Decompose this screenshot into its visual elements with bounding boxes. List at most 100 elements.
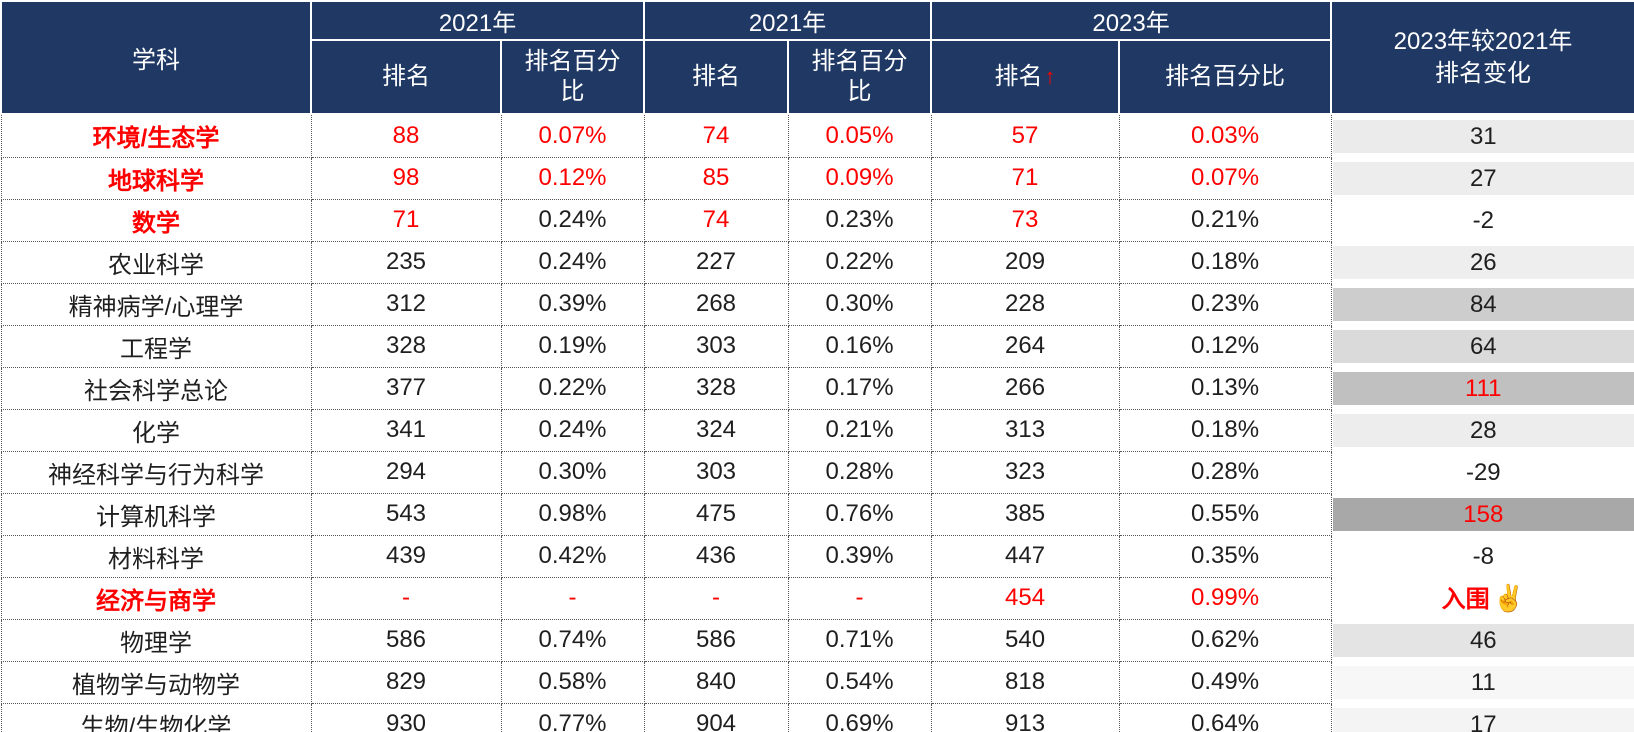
rank-cell: 85	[644, 157, 789, 200]
table-body: 环境/生态学 88 0.07% 74 0.05% 57 0.03% 31 地球科学 98 0.12%…	[0, 114, 1634, 732]
rank-cell: 323	[931, 451, 1120, 494]
rank-cell: 209	[931, 241, 1120, 284]
change-cell: 31	[1331, 114, 1634, 157]
table-row: 环境/生态学 88 0.07% 74 0.05% 57 0.03% 31	[0, 114, 1634, 158]
table-row: 农业科学 235 0.24% 227 0.22% 209 0.18% 26	[0, 241, 1634, 284]
table-row: 神经科学与行为科学 294 0.30% 303 0.28% 323 0.28% -29	[0, 451, 1634, 494]
rank-cell: 385	[931, 493, 1120, 536]
rank-cell: 71	[931, 157, 1120, 200]
percent-cell: 0.23%	[788, 199, 932, 242]
percent-cell: 0.24%	[501, 241, 645, 284]
change-cell: 64	[1331, 325, 1634, 367]
change-cell: 26	[1331, 241, 1634, 283]
change-cell: -29	[1331, 451, 1634, 493]
rank-cell: 303	[644, 451, 789, 494]
percent-cell: 0.07%	[501, 114, 645, 158]
rank-cell: 303	[644, 325, 789, 368]
change-cell: 28	[1331, 409, 1634, 451]
change-cell: 入围 ✌️	[1331, 577, 1634, 619]
subject-cell: 计算机科学	[0, 493, 312, 536]
rank-cell: -	[311, 577, 502, 620]
rank-cell: 227	[644, 241, 789, 284]
rank-header-2021b: 排名	[643, 39, 790, 115]
rank-cell: 73	[931, 199, 1120, 242]
percent-cell: 0.30%	[501, 451, 645, 494]
percent-cell: 0.99%	[1119, 577, 1332, 620]
percent-cell: 0.42%	[501, 535, 645, 578]
rank-cell: 586	[311, 619, 502, 662]
percent-cell: 0.17%	[788, 367, 932, 410]
percent-cell: 0.19%	[501, 325, 645, 368]
rank-cell: 228	[931, 283, 1120, 326]
rank-cell: 324	[644, 409, 789, 452]
percent-cell: 0.12%	[1119, 325, 1332, 368]
rank-cell: 447	[931, 535, 1120, 578]
percent-cell: -	[501, 577, 645, 620]
change-cell: -2	[1331, 199, 1634, 241]
rank-cell: 586	[644, 619, 789, 662]
percent-cell: 0.35%	[1119, 535, 1332, 578]
percent-cell: 0.07%	[1119, 157, 1332, 200]
subject-cell: 物理学	[0, 619, 312, 662]
table-row: 工程学 328 0.19% 303 0.16% 264 0.12% 64	[0, 325, 1634, 368]
rank-cell: 71	[311, 199, 502, 242]
rank-cell: 540	[931, 619, 1120, 662]
table-header: 学科 2021年 2021年 2023年 2023年较2021年 排名变化 排名…	[0, 0, 1634, 115]
rank-cell: 436	[644, 535, 789, 578]
change-cell: 27	[1331, 157, 1634, 199]
percent-cell: 0.74%	[501, 619, 645, 662]
subject-cell: 材料科学	[0, 535, 312, 578]
table-row: 计算机科学 543 0.98% 475 0.76% 385 0.55% 158	[0, 493, 1634, 536]
percent-cell: 0.58%	[501, 661, 645, 704]
rank-cell: 454	[931, 577, 1120, 620]
table-row: 数学 71 0.24% 74 0.23% 73 0.21% -2	[0, 199, 1634, 242]
sort-up-arrow-icon: ↑	[1044, 64, 1056, 89]
rank-cell: 313	[931, 409, 1120, 452]
rank-header-2023: 排名↑	[930, 39, 1121, 115]
table-row: 物理学 586 0.74% 586 0.71% 540 0.62% 46	[0, 619, 1634, 662]
subject-cell: 神经科学与行为科学	[0, 451, 312, 494]
rank-cell: 930	[311, 703, 502, 732]
subject-cell: 生物/生物化学	[0, 703, 312, 732]
change-cell: -8	[1331, 535, 1634, 577]
percent-cell: 0.18%	[1119, 241, 1332, 284]
rank-cell: 475	[644, 493, 789, 536]
subject-cell: 环境/生态学	[0, 114, 312, 158]
percent-cell: 0.18%	[1119, 409, 1332, 452]
table-row: 经济与商学 - - - -454 0.99% 入围 ✌️	[0, 577, 1634, 620]
percent-cell: 0.28%	[788, 451, 932, 494]
subject-cell: 经济与商学	[0, 577, 312, 620]
table-row: 材料科学 439 0.42% 436 0.39% 447 0.35% -8	[0, 535, 1634, 578]
rank-cell: 268	[644, 283, 789, 326]
percent-cell: 0.62%	[1119, 619, 1332, 662]
group-header-2023: 2023年	[930, 0, 1333, 41]
percent-cell: 0.24%	[501, 409, 645, 452]
rank-cell: 294	[311, 451, 502, 494]
subject-cell: 地球科学	[0, 157, 312, 200]
percent-header-2021a: 排名百分比	[499, 39, 646, 115]
rank-cell: 913	[931, 703, 1120, 732]
percent-cell: 0.71%	[788, 619, 932, 662]
percent-cell: 0.54%	[788, 661, 932, 704]
percent-header-2023: 排名百分比	[1118, 39, 1333, 115]
rank-cell: 328	[644, 367, 789, 410]
table-row: 社会科学总论 377 0.22% 328 0.17% 266 0.13% 111	[0, 367, 1634, 410]
subject-cell: 精神病学/心理学	[0, 283, 312, 326]
percent-cell: 0.09%	[788, 157, 932, 200]
change-cell: 158	[1331, 493, 1634, 535]
percent-cell: 0.77%	[501, 703, 645, 732]
percent-cell: 0.39%	[788, 535, 932, 578]
rank-cell: 74	[644, 199, 789, 242]
percent-cell: 0.23%	[1119, 283, 1332, 326]
subject-cell: 农业科学	[0, 241, 312, 284]
table-row: 生物/生物化学 930 0.77% 904 0.69% 913 0.64% 17	[0, 703, 1634, 732]
rank-cell: 57	[931, 114, 1120, 158]
rank-cell: 98	[311, 157, 502, 200]
rank-cell: 264	[931, 325, 1120, 368]
change-header: 2023年较2021年 排名变化	[1330, 0, 1634, 115]
percent-cell: 0.30%	[788, 283, 932, 326]
percent-cell: 0.21%	[1119, 199, 1332, 242]
rank-cell: 328	[311, 325, 502, 368]
subject-header: 学科	[0, 0, 312, 115]
